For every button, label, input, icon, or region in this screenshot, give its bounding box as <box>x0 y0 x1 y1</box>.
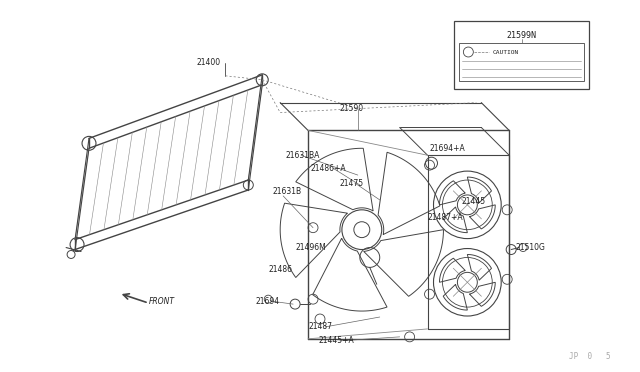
Text: 21631B: 21631B <box>272 187 301 196</box>
Bar <box>454 21 589 89</box>
Text: 21487+A: 21487+A <box>428 213 463 222</box>
Text: 21487: 21487 <box>308 323 332 331</box>
Text: 21599N: 21599N <box>507 31 536 40</box>
Text: 21694+A: 21694+A <box>429 144 465 153</box>
Text: JP  0   5: JP 0 5 <box>569 352 611 361</box>
Text: 21694: 21694 <box>255 296 280 306</box>
Text: 21631BA: 21631BA <box>285 151 319 160</box>
Text: 21486+A: 21486+A <box>310 164 346 173</box>
Text: 21445: 21445 <box>461 198 486 206</box>
Text: 21486: 21486 <box>268 265 292 274</box>
Text: 21510G: 21510G <box>515 243 545 252</box>
Text: 21475: 21475 <box>340 179 364 187</box>
Bar <box>460 43 584 81</box>
Text: 21400: 21400 <box>196 58 221 67</box>
Text: 21496M: 21496M <box>295 243 326 252</box>
Text: CAUTION: CAUTION <box>492 49 518 55</box>
Text: 21590: 21590 <box>340 104 364 113</box>
Text: 21445+A: 21445+A <box>318 336 354 345</box>
Text: FRONT: FRONT <box>148 296 175 306</box>
